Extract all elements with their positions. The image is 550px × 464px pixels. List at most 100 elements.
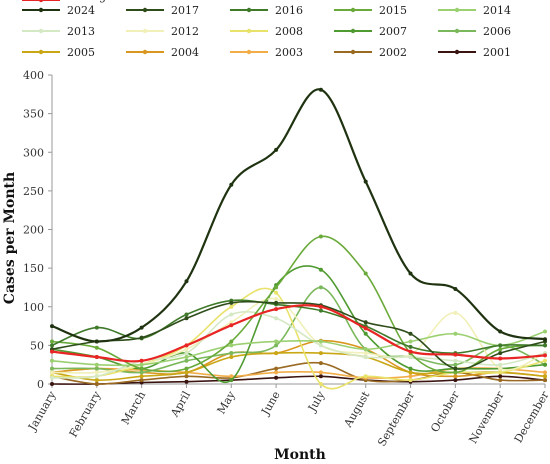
y-tick-label: 300	[23, 146, 44, 159]
legend-label: 2001	[483, 46, 511, 59]
x-axis-title: Month	[274, 447, 326, 463]
legend-entry-2008: 2008	[230, 25, 303, 38]
data-point-2015	[453, 370, 458, 375]
data-point-average	[50, 349, 54, 354]
data-point-2014	[139, 362, 144, 367]
data-point-2005	[139, 374, 144, 379]
data-point-2016	[94, 325, 99, 330]
data-point-2016	[543, 343, 547, 348]
data-point-2002	[498, 378, 503, 383]
series-line-2014	[51, 330, 546, 367]
legend-marker	[246, 7, 252, 13]
x-tick-label: April	[168, 389, 194, 420]
data-point-2007	[363, 331, 368, 336]
data-point-2014	[274, 339, 279, 344]
data-point-2017	[139, 335, 144, 340]
legend-label: 2003	[275, 46, 303, 59]
data-point-2012	[229, 320, 234, 325]
data-point-2001	[318, 374, 323, 379]
data-point-average	[229, 323, 234, 328]
data-point-average	[139, 358, 144, 363]
data-point-2013	[363, 355, 368, 359]
data-point-2024	[139, 325, 144, 330]
x-tick-label: March	[119, 389, 148, 427]
data-point-2013	[498, 362, 503, 367]
data-point-2008	[363, 374, 368, 379]
legend-marker	[350, 49, 356, 55]
data-point-average	[453, 352, 458, 357]
data-point-2015	[94, 345, 99, 350]
data-point-2005	[274, 351, 279, 356]
data-point-2024	[453, 287, 458, 291]
data-point-2014	[184, 355, 189, 359]
data-point-2012	[184, 347, 189, 352]
series-2024	[50, 87, 547, 344]
legend-marker	[142, 49, 148, 55]
data-point-2006	[274, 343, 279, 348]
legend-entry-2005: 2005	[22, 46, 95, 59]
legend-label: Average	[66, 0, 113, 3]
legend-entry-2006: 2006	[438, 25, 511, 38]
legend-marker	[350, 7, 356, 13]
legend-marker	[246, 28, 252, 34]
data-point-2014	[94, 362, 99, 367]
series-line-2017	[51, 300, 546, 370]
data-point-2024	[363, 179, 368, 184]
data-point-2015	[50, 339, 54, 344]
data-point-2024	[184, 279, 189, 284]
data-point-2012	[453, 310, 458, 315]
legend-label: 2015	[379, 4, 407, 17]
data-point-2006	[184, 358, 189, 363]
legend-entry-2004: 2004	[126, 46, 199, 59]
legend-marker	[142, 7, 148, 13]
data-point-2015	[498, 347, 503, 352]
data-point-2005	[543, 374, 547, 379]
data-point-2024	[543, 337, 547, 342]
legend-label: 2017	[171, 4, 199, 17]
data-point-2008	[498, 370, 503, 375]
legend-marker	[246, 49, 252, 55]
data-point-2014	[543, 329, 547, 334]
data-point-2015	[184, 366, 189, 371]
data-point-2012	[274, 297, 279, 301]
legend-entry-average: Average	[22, 0, 113, 3]
data-point-2002	[94, 382, 99, 386]
legend-marker	[454, 7, 460, 13]
data-point-2014	[363, 347, 368, 352]
data-point-2013	[274, 316, 279, 321]
data-point-average	[543, 353, 547, 358]
data-point-2013	[184, 351, 189, 356]
data-point-2001	[453, 378, 458, 383]
data-point-2006	[94, 366, 99, 371]
legend-label: 2024	[67, 4, 95, 17]
data-point-2002	[543, 378, 547, 383]
data-point-average	[184, 343, 189, 348]
legend-label: 2004	[171, 46, 199, 59]
legend-marker	[38, 7, 44, 13]
data-point-2001	[184, 379, 189, 384]
data-point-2013	[94, 374, 99, 379]
data-point-2007	[318, 267, 323, 272]
data-point-2002	[318, 361, 323, 366]
data-point-2016	[498, 343, 503, 348]
data-point-2017	[184, 316, 189, 321]
x-tick-label: August	[341, 389, 373, 431]
data-point-2003	[274, 370, 279, 375]
data-point-2005	[184, 370, 189, 375]
data-point-2016	[184, 312, 189, 317]
data-point-2024	[498, 329, 503, 334]
data-point-2016	[50, 343, 54, 348]
data-point-2008	[229, 304, 234, 309]
data-point-2001	[498, 374, 503, 379]
data-point-2017	[498, 351, 503, 356]
data-point-2008	[408, 378, 413, 383]
legend-entry-2001: 2001	[438, 46, 511, 59]
legend-entry-2002: 2002	[334, 46, 407, 59]
data-point-2006	[318, 285, 323, 290]
data-point-2014	[318, 339, 323, 344]
legend-marker	[38, 28, 44, 34]
data-point-2006	[139, 370, 144, 375]
legend-label: 2016	[275, 4, 303, 17]
legend-marker	[454, 28, 460, 34]
